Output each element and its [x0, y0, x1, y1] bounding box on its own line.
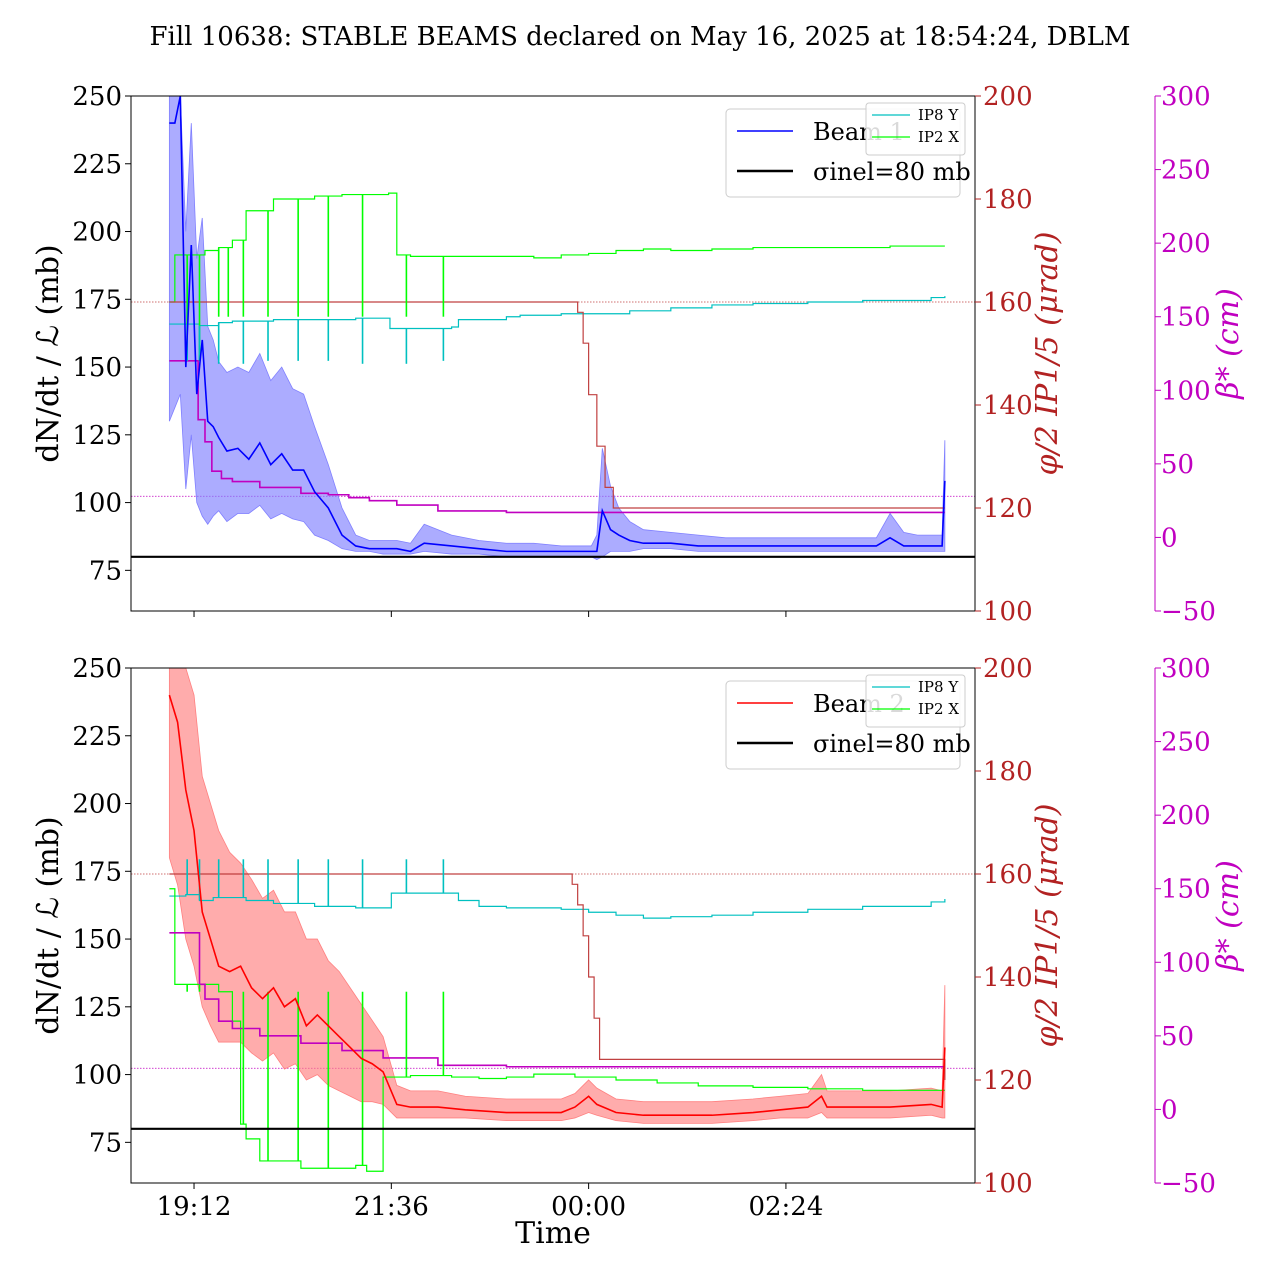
plot-area-top: [131, 96, 975, 560]
y-right-tick-label: 160: [983, 288, 1033, 318]
beam-line-bottom: [168, 694, 946, 1117]
series-beta-top: [169, 360, 945, 514]
legend-small-bottom: IP8 Y IP2 X: [865, 674, 966, 728]
y-right-tick-label: 200: [983, 82, 1033, 112]
y-right2-tick-label: 200: [1161, 801, 1211, 831]
legend-ip2x-label: IP2 X: [918, 128, 959, 146]
beam-line-top: [169, 96, 946, 553]
y-right-tick-label: 140: [983, 963, 1033, 993]
y-tick-label: 125: [72, 993, 122, 1023]
y-tick-label: 125: [72, 421, 122, 451]
figure-title: Fill 10638: STABLE BEAMS declared on May…: [150, 22, 1131, 52]
y-right2-tick-label: 50: [1161, 1022, 1194, 1052]
plot-frame: [130, 667, 976, 1184]
y-tick-label: 200: [72, 790, 122, 820]
series-ip8y-bottom: [169, 892, 946, 919]
x-tick-label: 02:24: [748, 1192, 823, 1222]
legend-small-box: [865, 674, 966, 728]
y-axis-label: dN/dt / ℒ (mb): [31, 244, 66, 462]
y-right2-tick-label: 200: [1161, 229, 1211, 259]
y-tick-label: 150: [72, 925, 122, 955]
x-tick-label: 19:12: [157, 1192, 232, 1222]
y-right-tick-label: 180: [983, 185, 1033, 215]
y-right2-axis-label: β* (cm): [1211, 860, 1246, 972]
legend-small-box: [865, 102, 966, 156]
y-tick-label: 75: [89, 1128, 122, 1158]
y-right2-tick-label: 250: [1161, 156, 1211, 186]
plot-frame: [130, 95, 976, 612]
y-right-tick-label: 120: [983, 1066, 1033, 1096]
y-right-tick-label: 120: [983, 494, 1033, 524]
y-right2-tick-label: 50: [1161, 450, 1194, 480]
y-tick-label: 250: [72, 82, 122, 112]
y-right-tick-label: 180: [983, 757, 1033, 787]
x-tick-label: 00:00: [551, 1192, 626, 1222]
series-ip2x-top: [169, 192, 945, 303]
legend-ip8y-label: IP8 Y: [918, 106, 959, 124]
y-right2-tick-label: 0: [1161, 523, 1178, 553]
legend-ip8y-label: IP8 Y: [918, 678, 959, 696]
plot-area-bottom: [131, 668, 975, 1172]
y-right2-tick-label: 100: [1161, 948, 1211, 978]
y-tick-label: 225: [72, 722, 122, 752]
series-crossing-top: [169, 301, 945, 509]
legend-small-top: IP8 Y IP2 X: [865, 102, 966, 156]
legend-sigma-label: σinel=80 mb: [813, 158, 971, 186]
y-right-tick-label: 200: [983, 654, 1033, 684]
y-right2-tick-label: −50: [1161, 597, 1216, 627]
y-tick-label: 175: [72, 857, 122, 887]
y-tick-label: 100: [72, 489, 122, 519]
y-right2-axis-label: β* (cm): [1211, 288, 1246, 400]
panel-top: 75 100 125 150 175 200 225 250 100 120 140 160 180 20…: [31, 82, 1246, 627]
series-ip8y-top: [169, 296, 946, 330]
y-tick-label: 75: [89, 556, 122, 586]
y-tick-label: 250: [72, 654, 122, 684]
legend-sigma-label: σinel=80 mb: [813, 730, 971, 758]
y-tick-label: 200: [72, 218, 122, 248]
panel-bottom: 75 100 125 150 175 200 225 250 100 120 140 160 180 20…: [31, 654, 1246, 1222]
panels: 75 100 125 150 175 200 225 250 100 120 140 160 180 20…: [31, 82, 1246, 1222]
y-tick-label: 150: [72, 353, 122, 383]
y-right2-tick-label: 0: [1161, 1095, 1178, 1125]
y-tick-label: 100: [72, 1061, 122, 1091]
y-right2-tick-label: −50: [1161, 1169, 1216, 1199]
y-right-tick-label: 100: [983, 1169, 1033, 1199]
x-tick-label: 21:36: [354, 1192, 429, 1222]
y-right-tick-label: 140: [983, 391, 1033, 421]
y-right2-tick-label: 100: [1161, 376, 1211, 406]
y-right2-tick-label: 250: [1161, 728, 1211, 758]
y-axis-label: dN/dt / ℒ (mb): [31, 816, 66, 1034]
beam-band-top: [168, 96, 946, 560]
legend-ip2x-label: IP2 X: [918, 700, 959, 718]
y-right-tick-label: 160: [983, 860, 1033, 890]
y-right-axis-label: φ/2 IP1/5 (μrad): [1030, 804, 1065, 1048]
y-tick-label: 225: [72, 150, 122, 180]
y-right2-tick-label: 150: [1161, 875, 1211, 905]
y-right2-tick-label: 150: [1161, 303, 1211, 333]
y-right-tick-label: 100: [983, 597, 1033, 627]
x-axis-label: Time: [515, 1216, 591, 1251]
series-crossing-bottom: [169, 873, 946, 1080]
series-beta-bottom: [169, 932, 945, 1068]
y-right-axis-label: φ/2 IP1/5 (μrad): [1030, 232, 1065, 476]
y-tick-label: 175: [72, 285, 122, 315]
y-right2-tick-label: 300: [1161, 654, 1211, 684]
y-right2-tick-label: 300: [1161, 82, 1211, 112]
